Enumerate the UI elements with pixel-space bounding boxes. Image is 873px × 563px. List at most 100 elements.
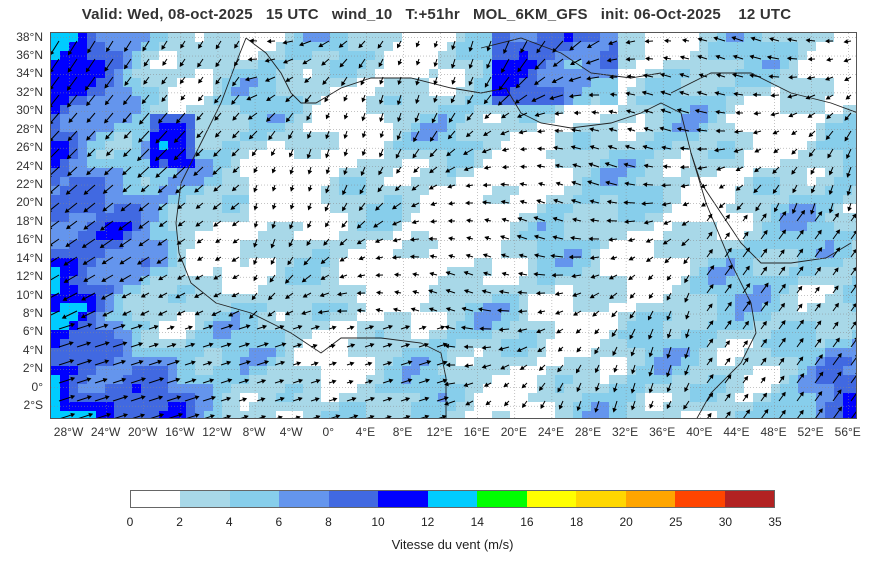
wind-cell <box>681 213 691 223</box>
wind-arrow <box>500 199 510 205</box>
wind-cell <box>546 42 556 52</box>
wind-cell <box>663 105 673 115</box>
wind-cell <box>654 240 664 250</box>
wind-cell <box>816 204 826 214</box>
wind-cell <box>195 159 205 169</box>
wind-cell <box>321 258 331 268</box>
wind-cell <box>321 195 331 205</box>
wind-cell <box>348 159 358 169</box>
wind-cell <box>843 294 853 304</box>
wind-cell <box>681 33 691 43</box>
wind-cell <box>618 213 628 223</box>
wind-arrow <box>396 130 402 141</box>
wind-cell <box>330 222 340 232</box>
wind-cell <box>717 222 727 232</box>
wind-cell <box>276 195 286 205</box>
wind-cell <box>510 105 520 115</box>
wind-cell <box>420 168 430 178</box>
wind-arrow <box>552 40 564 53</box>
wind-cell <box>492 384 502 394</box>
wind-cell <box>330 240 340 250</box>
wind-cell <box>348 375 358 385</box>
wind-cell <box>564 87 574 97</box>
wind-arrow <box>679 55 690 60</box>
wind-cell <box>537 69 547 79</box>
wind-cell <box>159 303 169 313</box>
wind-cell <box>150 51 160 61</box>
wind-cell <box>834 150 844 160</box>
wind-cell <box>186 258 196 268</box>
wind-cell <box>438 303 448 313</box>
wind-cell <box>834 375 844 385</box>
wind-cell <box>447 51 457 61</box>
wind-cell <box>825 231 835 241</box>
wind-cell <box>123 159 133 169</box>
lat-label: 38°N <box>16 29 43 44</box>
wind-cell <box>609 87 619 97</box>
wind-cell <box>402 177 412 187</box>
wind-map[interactable] <box>50 32 857 419</box>
wind-arrow <box>850 303 856 312</box>
wind-cell <box>708 384 718 394</box>
wind-arrow <box>213 220 222 227</box>
wind-cell <box>825 330 835 340</box>
wind-cell <box>60 105 70 115</box>
wind-cell <box>474 393 484 403</box>
wind-cell <box>447 195 457 205</box>
wind-cell <box>213 33 223 43</box>
wind-arrow <box>630 400 636 411</box>
wind-cell <box>555 312 565 322</box>
wind-arrow <box>409 254 420 260</box>
wind-cell <box>222 285 232 295</box>
wind-cell <box>438 168 448 178</box>
wind-arrow <box>778 337 786 348</box>
wind-cell <box>762 366 772 376</box>
colorbar-tick: 16 <box>520 515 534 529</box>
wind-cell <box>375 123 385 133</box>
wind-arrow <box>197 256 204 261</box>
wind-cell <box>708 195 718 205</box>
wind-cell <box>600 357 610 367</box>
wind-cell <box>483 357 493 367</box>
wind-cell <box>51 177 61 187</box>
wind-cell <box>240 123 250 133</box>
wind-cell <box>447 204 457 214</box>
wind-arrow <box>724 301 732 312</box>
wind-cell <box>303 330 313 340</box>
wind-arrow <box>552 216 564 222</box>
wind-cell <box>294 231 304 241</box>
wind-arrow <box>791 130 798 135</box>
wind-arrow <box>468 58 474 69</box>
wind-cell <box>798 366 808 376</box>
wind-arrow <box>484 112 492 119</box>
wind-cell <box>753 105 763 115</box>
wind-cell <box>132 303 142 313</box>
wind-cell <box>132 141 142 151</box>
wind-cell <box>339 276 349 286</box>
wind-cell <box>762 393 772 403</box>
wind-cell <box>150 384 160 394</box>
wind-cell <box>375 348 385 358</box>
wind-cell <box>87 168 97 178</box>
wind-arrow <box>576 346 582 353</box>
wind-arrow <box>681 238 690 247</box>
wind-cell <box>546 195 556 205</box>
wind-cell <box>348 78 358 88</box>
wind-cell <box>663 33 673 43</box>
wind-arrow <box>518 271 528 277</box>
wind-cell <box>195 339 205 349</box>
wind-cell <box>141 339 151 349</box>
wind-cell <box>483 240 493 250</box>
wind-cell <box>582 393 592 403</box>
wind-cell <box>798 249 808 259</box>
wind-cell <box>366 357 376 367</box>
wind-cell <box>573 393 583 403</box>
wind-arrow <box>232 112 240 121</box>
wind-cell <box>753 177 763 187</box>
wind-cell <box>582 42 592 52</box>
wind-cell <box>573 69 583 79</box>
wind-cell <box>357 132 367 142</box>
wind-cell <box>231 321 241 331</box>
wind-cell <box>51 330 61 340</box>
wind-cell <box>501 258 511 268</box>
